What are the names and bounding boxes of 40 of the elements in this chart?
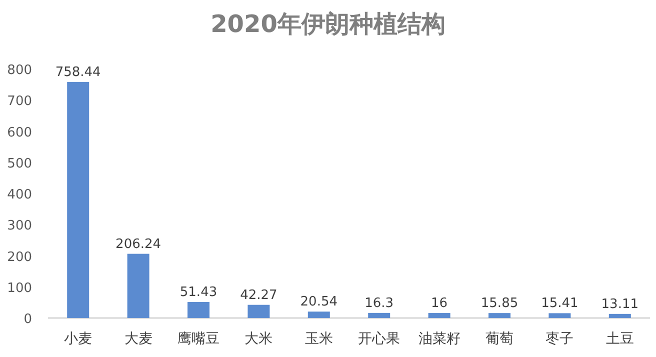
x-tick-label: 油菜籽 [418,331,460,347]
data-label: 758.44 [55,64,101,80]
bar [608,314,631,318]
bar [127,254,150,318]
data-label: 15.41 [541,296,578,312]
data-label: 15.85 [480,296,518,312]
y-tick-label: 600 [7,125,32,140]
x-tick-label: 大米 [244,331,273,347]
y-tick-label: 800 [7,63,32,78]
x-tick-label: 小麦 [64,331,92,347]
bar [67,82,90,318]
y-tick-label: 300 [7,218,32,234]
bar [248,304,270,318]
y-tick-label: 200 [7,250,32,265]
bar [308,312,330,318]
data-label: 206.24 [116,236,162,252]
bar [548,313,571,318]
y-tick-label: 0 [24,312,32,327]
x-tick-label: 枣子 [546,331,574,347]
y-tick-label: 400 [7,188,32,202]
x-tick-label: 葡萄 [486,331,514,347]
y-tick-label: 700 [7,94,32,110]
data-label: 13.11 [601,296,639,312]
bar [368,312,390,318]
data-label: 16.3 [364,296,394,311]
data-label: 16 [431,296,448,312]
data-label: 42.27 [240,288,278,303]
bar [188,302,210,318]
data-label: 20.54 [300,294,338,310]
data-label: 51.43 [180,284,218,300]
bar [488,313,510,318]
x-tick-label: 开心果 [358,331,400,347]
x-tick-label: 鹰嘴豆 [178,331,220,347]
y-tick-label: 100 [7,280,32,296]
chart-title: 2020年伊朗种植结构 [210,10,446,38]
x-tick-label: 玉米 [304,331,333,347]
y-tick-label: 500 [7,156,32,172]
x-tick-label: 大麦 [124,331,152,347]
x-tick-label: 土豆 [606,331,634,347]
bar [428,313,450,318]
